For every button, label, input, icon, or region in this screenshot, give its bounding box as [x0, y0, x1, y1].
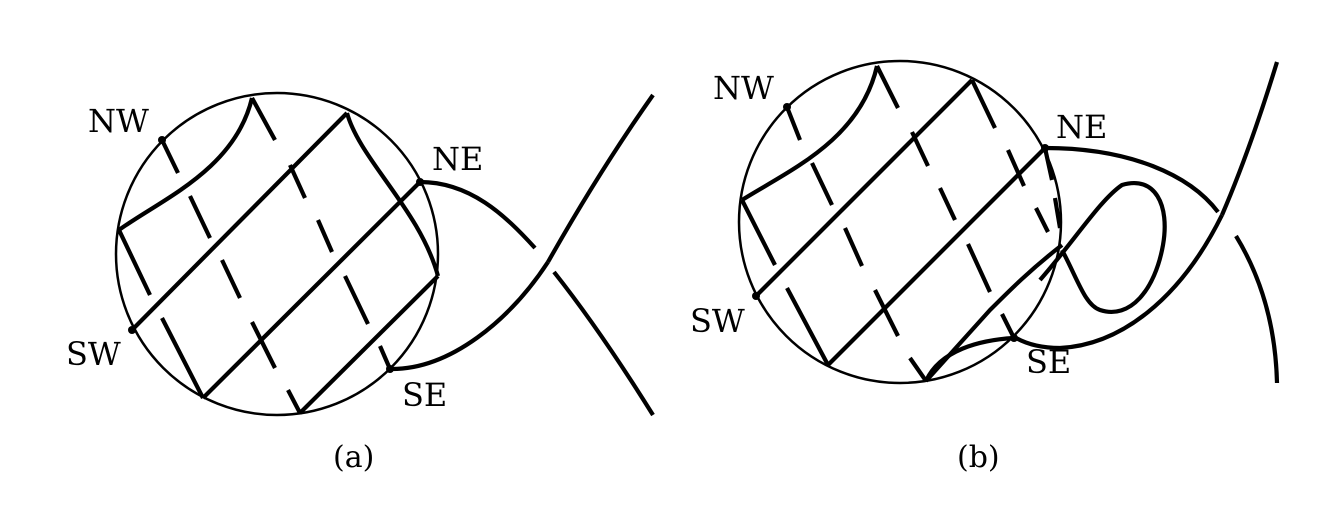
ne-point — [416, 178, 424, 186]
right-curve-upper — [1042, 147, 1063, 229]
dashed-strand-3 — [875, 65, 1016, 339]
outer-strand-lower — [1234, 234, 1280, 384]
dashed-strand-3 — [250, 96, 392, 370]
panel-a: NW NE SW SE (a) — [66, 91, 655, 475]
diagonal-1 — [754, 78, 974, 298]
label-ne: NE — [1056, 108, 1107, 146]
diagonal-3 — [298, 274, 440, 415]
label-sw: SW — [690, 302, 745, 340]
label-nw: NW — [88, 102, 149, 140]
outer-strand-upper — [1220, 61, 1280, 216]
kink-loop — [1038, 181, 1167, 314]
diagonal-2 — [201, 180, 422, 400]
diagonal-2 — [826, 146, 1047, 367]
dashed-strand-2 — [117, 229, 205, 399]
outer-strand-lower — [552, 270, 655, 417]
disk-boundary — [114, 91, 440, 417]
caption-b: (b) — [957, 440, 1000, 475]
dashed-strand-1 — [160, 139, 302, 414]
label-se: SE — [1026, 343, 1071, 381]
diagonal-1 — [130, 111, 349, 332]
ne-arc — [1044, 145, 1220, 214]
label-nw: NW — [713, 69, 774, 107]
label-se: SE — [402, 376, 447, 414]
ne-point — [1041, 144, 1049, 152]
diagonal-3 — [924, 243, 1064, 383]
outer-strand-upper — [546, 93, 655, 264]
caption-a: (a) — [333, 440, 374, 475]
se-point — [386, 365, 394, 373]
se-arc — [1014, 214, 1224, 351]
se-point — [1010, 334, 1018, 342]
sw-point — [128, 326, 136, 334]
se-arc — [389, 260, 550, 372]
panel-b: NW NE SW SE (b) — [690, 59, 1280, 475]
right-curve — [344, 112, 441, 277]
sw-point — [752, 292, 760, 300]
nw-point — [783, 103, 791, 111]
right-curve — [924, 335, 1015, 382]
dashed-strand-1 — [785, 106, 928, 383]
label-ne: NE — [432, 140, 483, 178]
label-sw: SW — [66, 335, 121, 373]
dashed-strand-2 — [740, 199, 830, 366]
nw-point — [158, 136, 166, 144]
ne-arc — [419, 179, 537, 250]
dashed-strand-4 — [970, 79, 1050, 233]
nw-curve — [117, 97, 255, 232]
nw-curve — [740, 65, 880, 202]
